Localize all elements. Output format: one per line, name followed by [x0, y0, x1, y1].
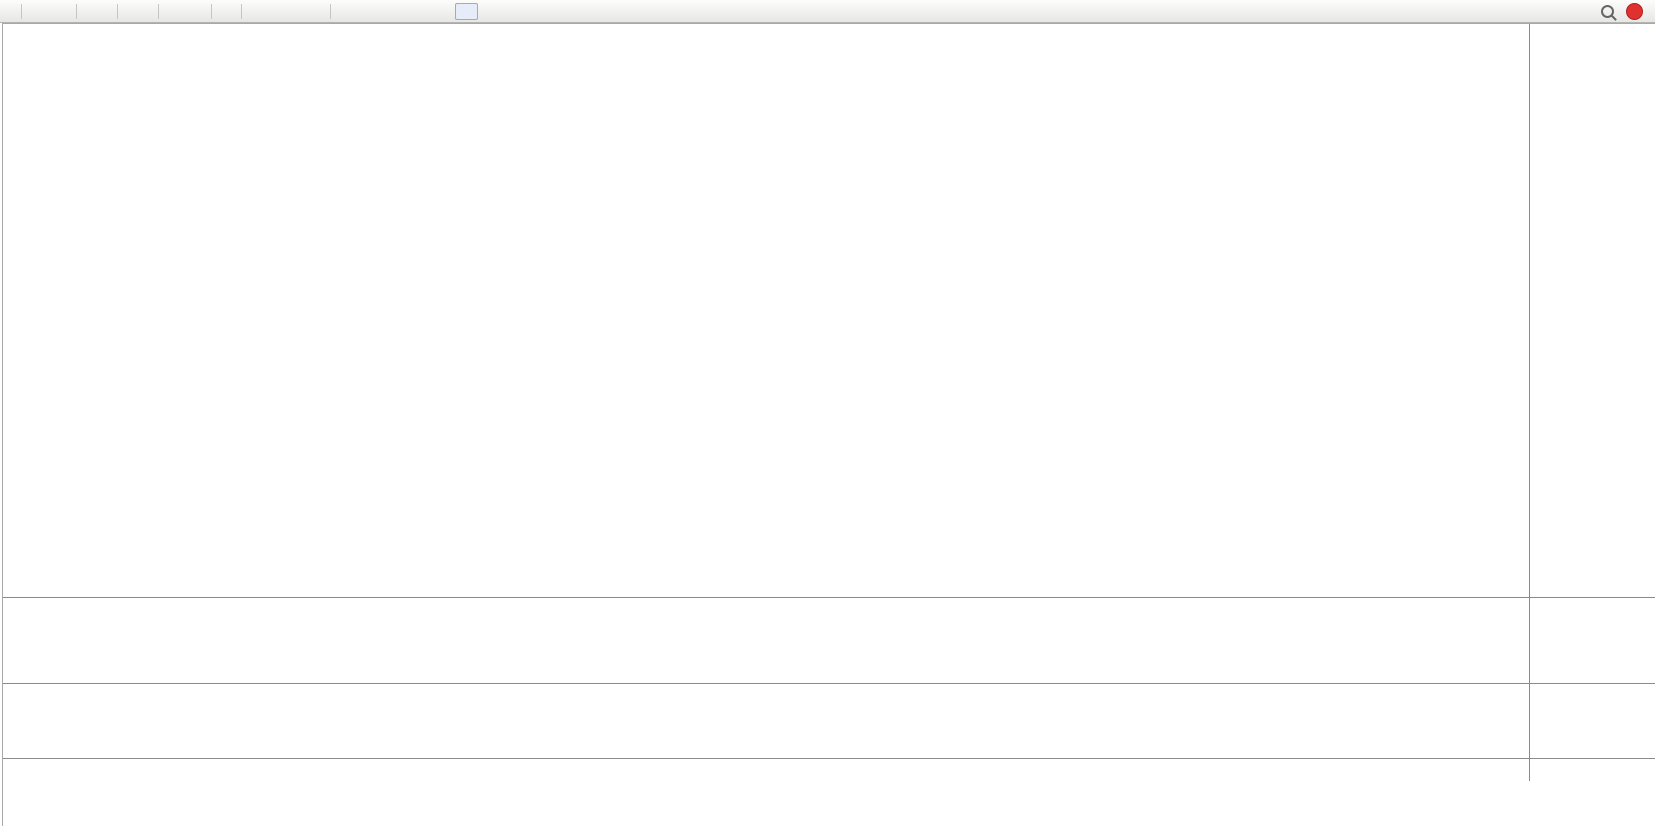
- arrows-button[interactable]: [312, 2, 326, 21]
- main-chart-panel[interactable]: [3, 24, 1529, 597]
- line-chart-button[interactable]: [103, 2, 113, 21]
- timeframe-button-H4[interactable]: [455, 2, 478, 20]
- horizontal-line-button[interactable]: [268, 2, 278, 21]
- timeframe-button-M30[interactable]: [407, 3, 430, 20]
- templates-button[interactable]: [193, 2, 207, 21]
- new-order-button[interactable]: [4, 2, 17, 21]
- zoom-out-button[interactable]: [133, 2, 143, 21]
- toolbar-main-group: [4, 2, 334, 21]
- macd-panel[interactable]: [3, 599, 1529, 683]
- price-axis[interactable]: [1530, 24, 1655, 784]
- timeframe-button-M15[interactable]: [383, 3, 406, 20]
- candlestick-chart-button[interactable]: [92, 2, 102, 21]
- trendline-button[interactable]: [257, 2, 267, 21]
- toolbar-separator: [211, 3, 212, 19]
- toolbar-right-group: [1601, 2, 1651, 20]
- toolbar-separator: [117, 3, 118, 19]
- text-button[interactable]: [301, 2, 311, 21]
- toolbar-separator: [21, 3, 22, 19]
- rsi-chart: [3, 685, 1529, 757]
- market-watch-button[interactable]: [26, 2, 36, 21]
- time-axis-border: [3, 758, 1655, 759]
- data-window-button[interactable]: [37, 2, 47, 21]
- toolbar: [0, 0, 1655, 23]
- rsi-panel[interactable]: [3, 685, 1529, 757]
- chart-window: [2, 23, 1655, 826]
- timeframe-button-M1[interactable]: [335, 3, 358, 20]
- timeframe-group: [335, 2, 550, 20]
- panel-separator-macd[interactable]: [3, 597, 1655, 598]
- search-icon[interactable]: [1601, 4, 1614, 18]
- fibonacci-button[interactable]: [290, 2, 300, 21]
- channel-button[interactable]: [279, 2, 289, 21]
- notification-badge[interactable]: [1626, 2, 1643, 20]
- zoom-in-button[interactable]: [122, 2, 132, 21]
- time-axis[interactable]: [3, 759, 1529, 781]
- navigator-button[interactable]: [48, 2, 58, 21]
- tile-windows-button[interactable]: [144, 2, 154, 21]
- cursor-button[interactable]: [216, 2, 226, 21]
- timeframe-button-D1[interactable]: [479, 3, 502, 20]
- macd-chart: [3, 599, 1529, 683]
- crosshair-button[interactable]: [227, 2, 237, 21]
- candlestick-chart: [3, 24, 1529, 597]
- timeframe-button-M5[interactable]: [359, 3, 382, 20]
- toolbar-separator: [158, 3, 159, 19]
- price-axis-border: [1529, 24, 1530, 781]
- panel-separator-rsi[interactable]: [3, 683, 1655, 684]
- toolbar-separator: [76, 3, 77, 19]
- toolbar-separator: [330, 3, 331, 19]
- periods-button[interactable]: [178, 2, 192, 21]
- vertical-line-button[interactable]: [246, 2, 256, 21]
- timeframe-button-H1[interactable]: [431, 3, 454, 20]
- timeframe-button-W1[interactable]: [503, 3, 526, 20]
- toolbar-separator: [241, 3, 242, 19]
- autotrading-button[interactable]: [59, 2, 72, 21]
- bar-chart-button[interactable]: [81, 2, 91, 21]
- indicators-button[interactable]: [163, 2, 177, 21]
- timeframe-button-MN[interactable]: [527, 3, 550, 20]
